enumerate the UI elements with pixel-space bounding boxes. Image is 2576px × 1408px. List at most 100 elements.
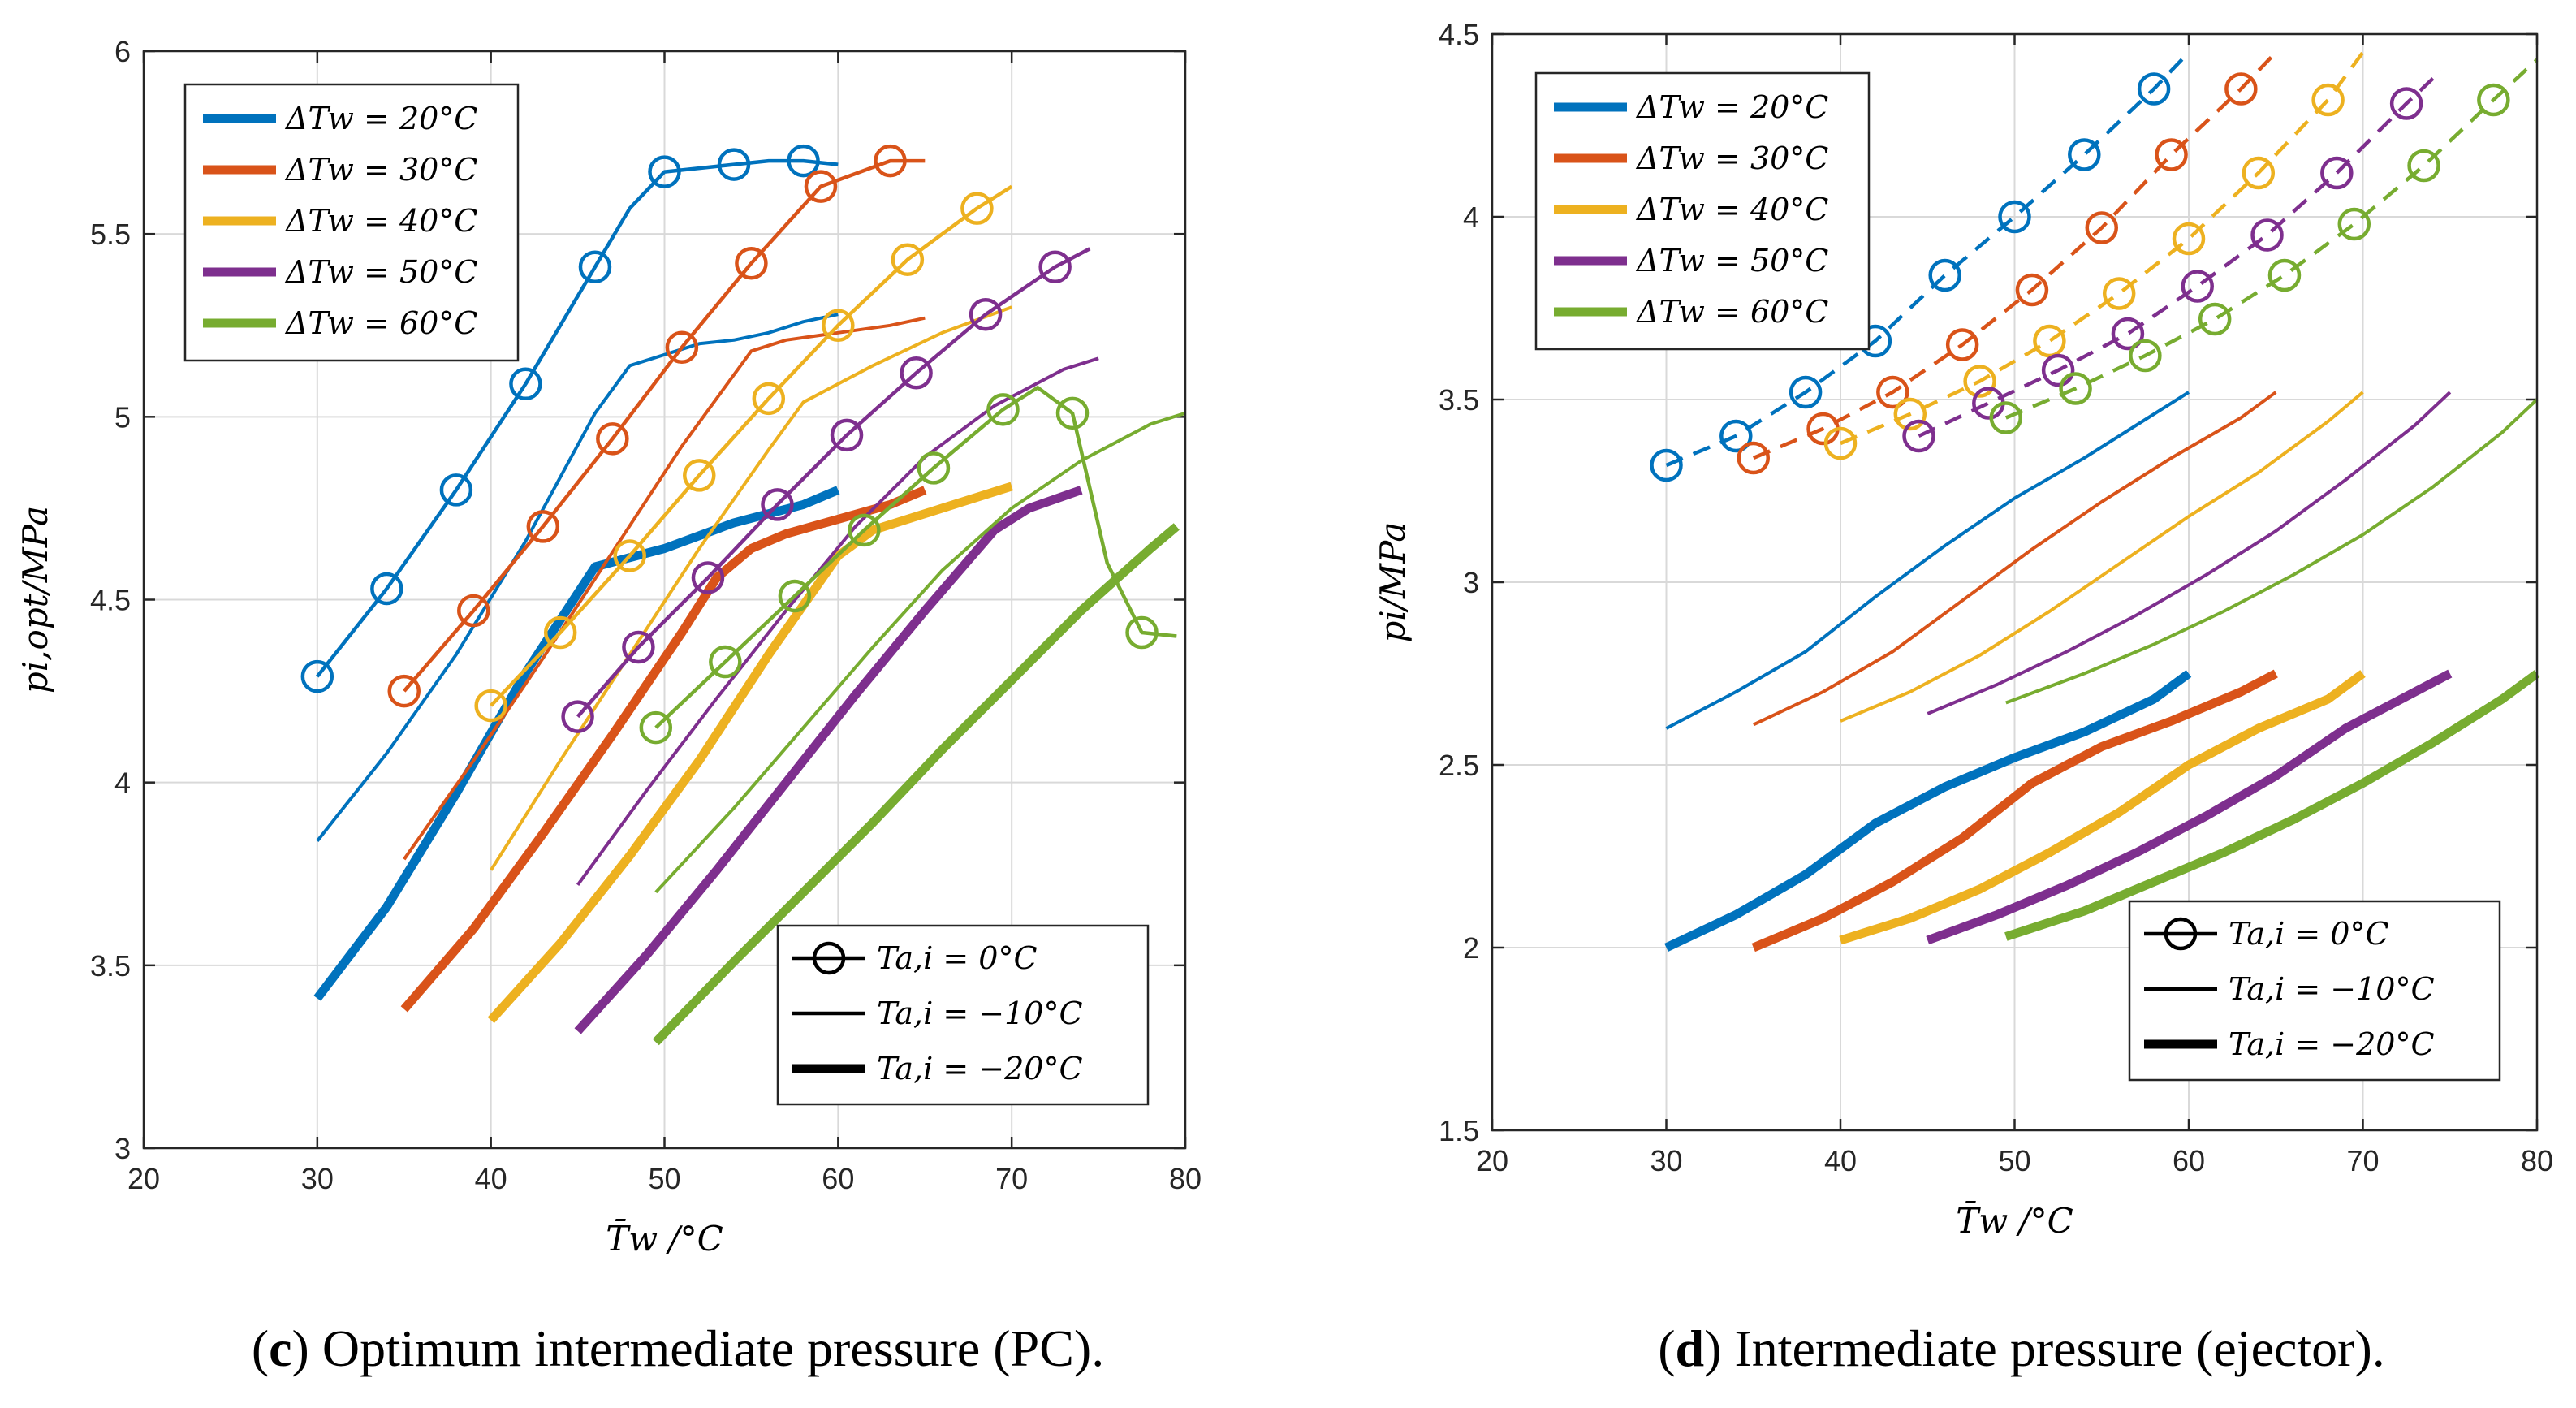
data-point-marker xyxy=(2242,156,2276,190)
legend-label: ΔTw = 50°C xyxy=(284,254,477,290)
series-line xyxy=(576,356,1099,886)
y-axis-title: pi,opt/MPa xyxy=(15,506,55,693)
data-point-marker xyxy=(2033,324,2066,358)
data-point-marker xyxy=(2155,138,2188,171)
series-line xyxy=(574,486,1083,1034)
legend-label: ΔTw = 20°C xyxy=(284,101,477,136)
data-point-marker xyxy=(804,170,838,203)
x-tick-label: 60 xyxy=(2173,1144,2205,1177)
data-point-marker xyxy=(735,246,768,280)
y-tick-label: 4.5 xyxy=(1439,18,1479,51)
x-tick-label: 60 xyxy=(822,1162,854,1195)
y-axis-title: pi/MPa xyxy=(1373,522,1413,643)
data-point-marker xyxy=(2337,207,2371,241)
series-group xyxy=(300,144,1186,1046)
data-point-marker xyxy=(1038,250,1072,283)
legend-label: Ta,i = 0°C xyxy=(877,940,1038,976)
data-point-marker xyxy=(2068,138,2101,171)
series-line xyxy=(1840,51,2365,446)
x-axis-title: T̄w /°C xyxy=(1956,1199,2073,1241)
x-tick-label: 50 xyxy=(648,1162,680,1195)
legend-colors: ΔTw = 20°C ΔTw = 30°C ΔTw = 40°C ΔTw = 50°C… xyxy=(183,83,520,362)
series-line xyxy=(403,158,926,693)
data-point-marker xyxy=(1125,615,1159,650)
data-point-marker xyxy=(1989,401,2023,434)
data-point-marker xyxy=(300,659,334,693)
legend-marker xyxy=(2164,917,2198,951)
x-tick-label: 40 xyxy=(475,1162,507,1195)
data-point-marker xyxy=(648,155,681,188)
data-point-marker xyxy=(917,451,951,485)
series-line xyxy=(1665,50,2190,468)
data-point-marker xyxy=(900,356,933,390)
y-tick-label: 3 xyxy=(114,1132,131,1165)
data-point-marker xyxy=(622,630,655,664)
data-point-marker xyxy=(761,488,794,521)
series-line xyxy=(1664,670,2192,952)
series-line xyxy=(403,316,926,861)
series-line xyxy=(1839,670,2366,945)
series-line xyxy=(316,313,839,842)
series-line xyxy=(316,158,839,678)
data-point-marker xyxy=(891,243,925,276)
x-tick-label: 30 xyxy=(1650,1144,1682,1177)
data-point-marker xyxy=(1650,448,1683,482)
data-point-marker xyxy=(2250,218,2284,252)
series-line xyxy=(652,523,1180,1046)
legend-label: Ta,i = −20°C xyxy=(877,1051,1083,1086)
y-tick-label: 4.5 xyxy=(90,584,131,617)
plot-frame xyxy=(1491,32,2539,1132)
data-point-marker xyxy=(1055,396,1090,430)
data-point-marker xyxy=(2059,372,2092,405)
x-axis-title: T̄w /°C xyxy=(606,1217,723,1259)
data-point-marker xyxy=(822,309,855,342)
data-point-marker xyxy=(717,148,751,181)
data-point-marker xyxy=(665,330,699,365)
legend-label: ΔTw = 60°C xyxy=(284,305,477,341)
data-point-marker xyxy=(543,615,577,650)
legend-label: ΔTw = 60°C xyxy=(1635,294,1828,330)
legend-label: Ta,i = −10°C xyxy=(2229,971,2435,1007)
series-line xyxy=(2004,58,2539,420)
data-point-marker xyxy=(2172,222,2206,256)
figure-caption: (d) Intermediate pressure (ejector). xyxy=(1658,1319,2385,1377)
data-point-marker xyxy=(2111,317,2145,351)
caption-label: c xyxy=(269,1319,291,1377)
y-tick-label: 2.5 xyxy=(1439,749,1479,782)
data-point-marker xyxy=(969,297,1003,331)
data-point-marker xyxy=(1963,365,1996,398)
data-point-marker xyxy=(1902,419,1935,453)
data-point-marker xyxy=(2015,273,2049,307)
data-point-marker xyxy=(986,393,1020,426)
y-tick-label: 6 xyxy=(114,35,131,68)
x-tick-label: 20 xyxy=(127,1162,160,1195)
y-tick-label: 3 xyxy=(1463,566,1479,599)
legend-label: ΔTw = 20°C xyxy=(1635,89,1828,125)
data-point-marker xyxy=(2224,72,2258,106)
x-tick-label: 40 xyxy=(1824,1144,1857,1177)
data-point-marker xyxy=(2198,302,2232,336)
data-point-marker xyxy=(683,459,716,492)
y-tick-label: 3.5 xyxy=(90,949,131,983)
data-point-marker xyxy=(2137,72,2171,106)
data-point-marker xyxy=(848,513,881,547)
data-point-marker xyxy=(2267,258,2302,292)
x-tick-label: 50 xyxy=(1998,1144,2030,1177)
data-point-marker xyxy=(830,418,864,452)
y-tick-label: 5 xyxy=(114,400,131,434)
y-tick-label: 1.5 xyxy=(1439,1114,1479,1147)
series-line xyxy=(576,247,1091,719)
data-point-marker xyxy=(2477,83,2510,117)
legend-label: Ta,i = −20°C xyxy=(2229,1026,2435,1062)
figure-caption: (c) Optimum intermediate pressure (PC). xyxy=(252,1319,1104,1377)
data-point-marker xyxy=(1876,375,1909,409)
legend-label: ΔTw = 30°C xyxy=(284,152,477,188)
y-tick-label: 4 xyxy=(1463,201,1479,234)
series-group xyxy=(1650,50,2540,952)
data-point-marker xyxy=(439,473,473,507)
x-tick-label: 30 xyxy=(301,1162,334,1195)
series-line xyxy=(487,482,1013,1024)
